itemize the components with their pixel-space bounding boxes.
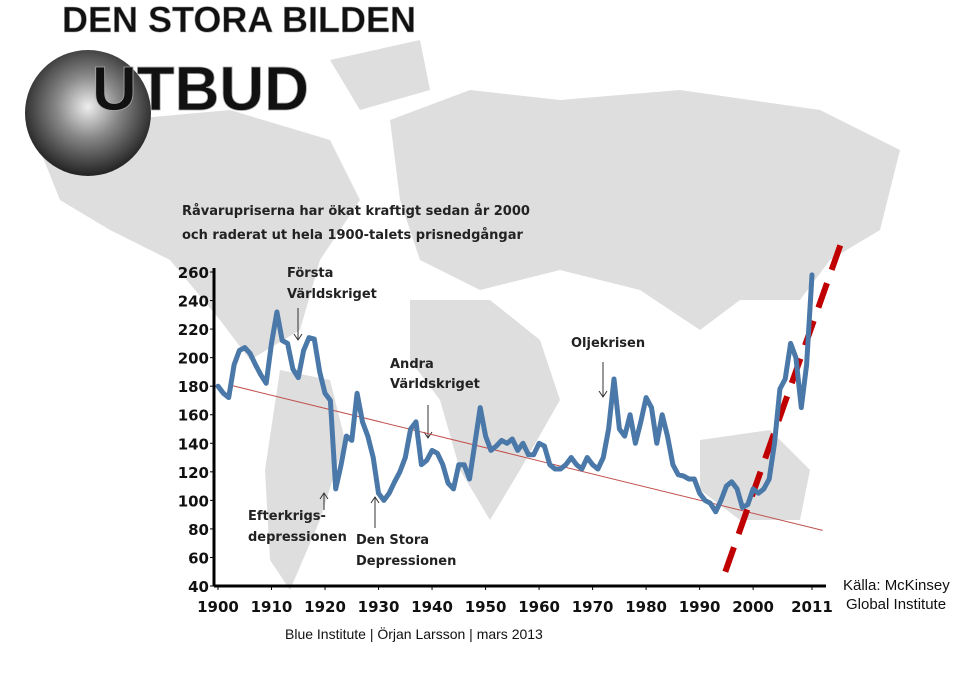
annotation: Världskriget — [390, 377, 480, 392]
footer: Blue Institute | Örjan Larsson | mars 20… — [285, 625, 543, 642]
x-tick-label: 1930 — [358, 598, 400, 616]
y-tick-label: 260 — [178, 264, 209, 282]
x-tick-label: 1950 — [465, 598, 507, 616]
x-tick-label: 1960 — [518, 598, 560, 616]
annotation: Efterkrigs- — [248, 509, 326, 524]
source: Källa: McKinsey — [843, 577, 950, 594]
annotation: Andra — [390, 357, 434, 372]
y-tick-label: 180 — [178, 378, 209, 396]
y-tick-label: 40 — [188, 578, 209, 596]
y-tick-label: 140 — [178, 435, 209, 453]
y-tick-label: 60 — [188, 549, 209, 567]
trend-line — [722, 239, 845, 573]
trend-line — [228, 384, 823, 531]
source: Global Institute — [846, 596, 946, 613]
x-tick-label: 2000 — [732, 598, 774, 616]
chart-title: Råvarupriserna har ökat kraftigt sedan å… — [182, 204, 530, 219]
annotation: Depressionen — [356, 554, 456, 569]
x-tick-label: 1990 — [679, 598, 721, 616]
data-line — [215, 272, 815, 515]
y-tick-label: 200 — [178, 350, 209, 368]
slide-title: UTBUD — [92, 55, 309, 124]
annotation: Oljekrisen — [571, 336, 645, 351]
header-photo — [25, 50, 151, 176]
y-tick-label: 220 — [178, 321, 209, 339]
x-tick-label: 1910 — [251, 598, 293, 616]
annotation: Den Stora — [356, 533, 429, 548]
annotation: depressionen — [248, 530, 347, 545]
y-tick-label: 160 — [178, 407, 209, 425]
world-map — [40, 40, 900, 590]
x-tick-label: 2011 — [791, 598, 833, 616]
x-tick-label: 1940 — [411, 598, 453, 616]
chart-title: och raderat ut hela 1900-talets prisnedg… — [182, 228, 523, 243]
annotation: Världskriget — [287, 287, 377, 302]
x-tick-label: 1980 — [625, 598, 667, 616]
y-tick-label: 80 — [188, 521, 209, 539]
y-tick-label: 240 — [178, 293, 209, 311]
x-tick-label: 1900 — [197, 598, 239, 616]
x-tick-label: 1920 — [304, 598, 346, 616]
y-tick-label: 100 — [178, 492, 209, 510]
annotations: Första Världskriget Andra Världskriget O… — [212, 266, 826, 588]
y-tick-label: 120 — [178, 464, 209, 482]
annotation: Första — [287, 266, 333, 281]
kicker: DEN STORA BILDEN — [62, 0, 416, 40]
x-tick-label: 1970 — [572, 598, 614, 616]
